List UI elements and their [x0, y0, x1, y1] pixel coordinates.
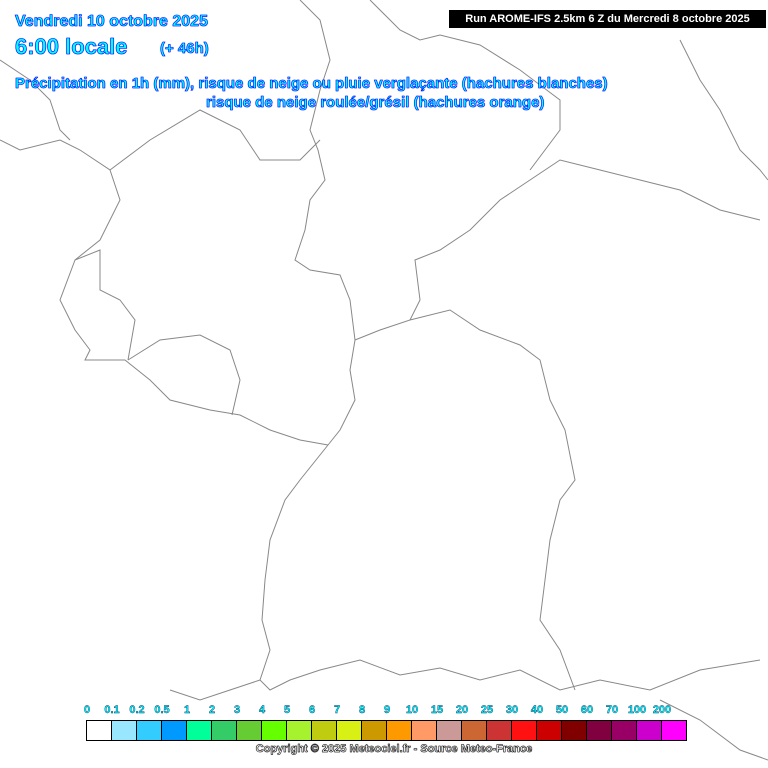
map-title: Précipitation en 1h (mm), risque de neig…	[15, 75, 608, 93]
legend-swatch	[337, 721, 362, 740]
legend-swatch	[312, 721, 337, 740]
legend-label: 25	[480, 704, 494, 716]
legend-label: 3	[233, 704, 241, 716]
legend-swatch	[412, 721, 437, 740]
legend-label: 100	[627, 704, 647, 716]
legend-label: 9	[383, 704, 391, 716]
legend-swatch	[137, 721, 162, 740]
copyright: Copyright © 2025 Meteociel.fr - Source M…	[255, 743, 533, 756]
legend-swatch	[287, 721, 312, 740]
legend-swatch	[537, 721, 562, 740]
legend-swatch	[512, 721, 537, 740]
legend-swatch	[637, 721, 662, 740]
legend-swatch	[262, 721, 287, 740]
legend-label: 30	[505, 704, 519, 716]
legend-label: 40	[530, 704, 544, 716]
border-line	[659, 699, 768, 761]
border-line	[0, 139, 329, 446]
legend-label: 4	[258, 704, 266, 716]
legend-label: 70	[605, 704, 619, 716]
legend-swatch	[212, 721, 237, 740]
legend-swatch	[612, 721, 637, 740]
border-line	[127, 334, 241, 416]
legend-label: 2	[208, 704, 216, 716]
legend-swatch	[162, 721, 187, 740]
forecast-date: Vendredi 10 octobre 2025	[15, 13, 209, 31]
legend-swatch	[587, 721, 612, 740]
map-subtitle: risque de neige roulée/grésil (hachures …	[206, 94, 545, 112]
legend-swatch	[487, 721, 512, 740]
legend-label: 0.2	[129, 704, 145, 716]
border-line	[354, 159, 761, 341]
legend-label: 200	[652, 704, 672, 716]
legend-swatch	[362, 721, 387, 740]
legend-label: 60	[580, 704, 594, 716]
legend-swatch	[87, 721, 112, 740]
legend-swatch	[112, 721, 137, 740]
forecast-hour: 6:00 locale	[15, 34, 128, 60]
legend-label: 10	[405, 704, 419, 716]
legend-label: 5	[283, 704, 291, 716]
legend-swatch	[237, 721, 262, 740]
legend-swatch	[387, 721, 412, 740]
legend-label: 0.1	[104, 704, 120, 716]
legend-label: 15	[430, 704, 444, 716]
border-line	[259, 0, 761, 691]
border-line	[169, 679, 261, 701]
legend-label: 50	[555, 704, 569, 716]
legend-label: 7	[333, 704, 341, 716]
border-line	[369, 0, 561, 171]
legend-label: 20	[455, 704, 469, 716]
color-legend	[86, 720, 687, 741]
legend-label: 8	[358, 704, 366, 716]
legend-label: 6	[308, 704, 316, 716]
legend-swatch	[562, 721, 587, 740]
border-line	[0, 59, 71, 141]
border-line	[679, 39, 768, 181]
legend-label: 1	[183, 704, 191, 716]
border-line	[409, 309, 576, 691]
legend-swatch	[437, 721, 462, 740]
legend-swatch	[662, 721, 686, 740]
legend-swatch	[187, 721, 212, 740]
legend-swatch	[462, 721, 487, 740]
lead-time: (+ 46h)	[160, 40, 209, 58]
run-label: Run AROME-IFS 2.5km 6 Z du Mercredi 8 oc…	[449, 10, 766, 28]
legend-label: 0.5	[154, 704, 170, 716]
border-line	[109, 109, 321, 171]
border-line	[74, 249, 136, 361]
legend-label: 0	[83, 704, 91, 716]
